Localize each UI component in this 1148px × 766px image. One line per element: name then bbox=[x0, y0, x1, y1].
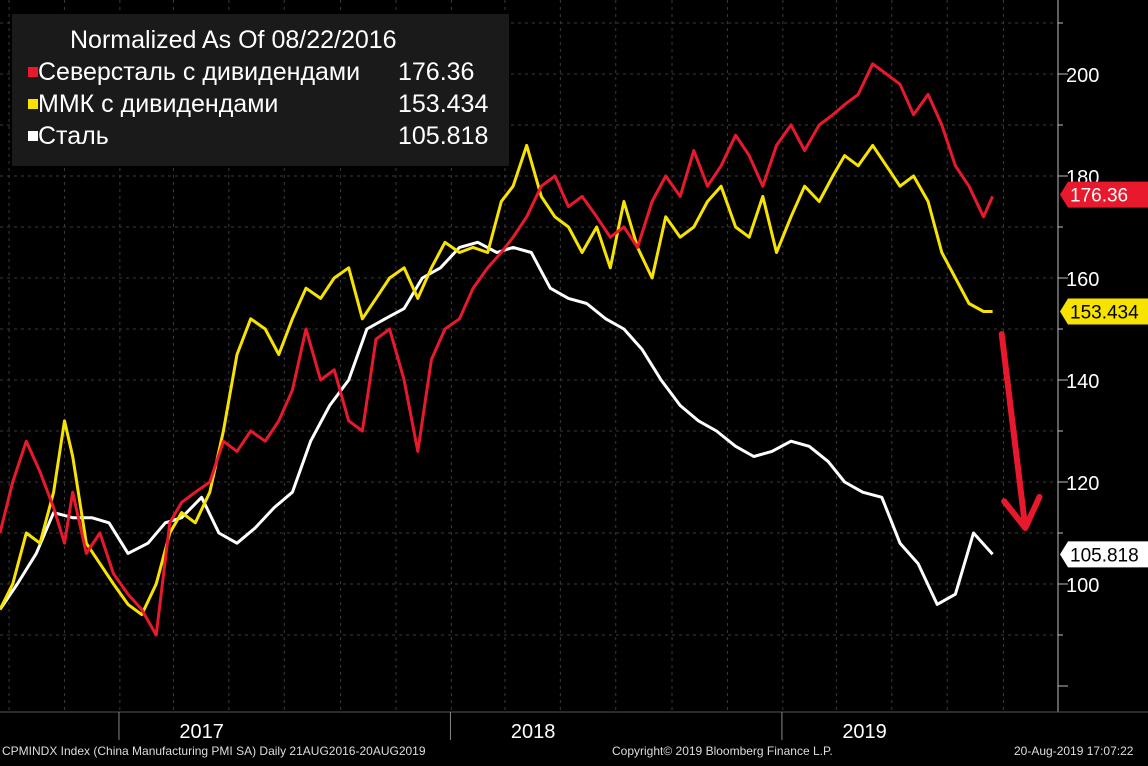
arrow-head bbox=[1001, 493, 1043, 531]
last-value-text: 105.818 bbox=[1070, 545, 1139, 566]
series-line bbox=[0, 62, 994, 637]
series-line bbox=[0, 143, 993, 617]
x-tick-label: 2019 bbox=[842, 721, 887, 743]
y-tick-label: 200 bbox=[1066, 65, 1099, 87]
footer-copyright: Copyright© 2019 Bloomberg Finance L.P. bbox=[612, 744, 833, 758]
y-tick-label: 100 bbox=[1066, 575, 1099, 597]
series-line bbox=[0, 240, 994, 611]
last-value-labels: 176.36 153.434 105.818 bbox=[1060, 181, 1148, 568]
legend-name: Сталь bbox=[38, 122, 109, 150]
last-value-text: 176.36 bbox=[1070, 186, 1128, 207]
last-value-tag bbox=[1060, 181, 1148, 208]
x-tick-label: 2017 bbox=[179, 721, 224, 743]
legend-swatch-stal bbox=[28, 131, 38, 141]
legend-value: 176.36 bbox=[398, 58, 475, 86]
legend: Normalized As Of 08/22/2016 Северсталь с… bbox=[12, 14, 509, 166]
last-value-tag bbox=[1060, 541, 1148, 568]
legend-name: ММК с дивидендами bbox=[38, 90, 279, 118]
last-value-text: 153.434 bbox=[1070, 302, 1139, 323]
legend-item-mmk: ММК с дивидендами 153.434 bbox=[18, 90, 503, 122]
last-value-tag bbox=[1060, 298, 1148, 325]
footer-timestamp: 20-Aug-2019 17:07:22 bbox=[1014, 744, 1134, 758]
legend-value: 153.434 bbox=[398, 90, 489, 118]
y-tick-label: 140 bbox=[1066, 371, 1099, 393]
legend-swatch-mmk bbox=[28, 99, 38, 109]
annotation-layer bbox=[998, 331, 1043, 531]
legend-name: Северсталь с дивидендами bbox=[38, 58, 361, 86]
series-layer bbox=[0, 62, 994, 637]
y-tick-label: 160 bbox=[1066, 269, 1099, 291]
arrow-shaft bbox=[998, 331, 1029, 531]
legend-item-severstal: Северсталь с дивидендами 176.36 bbox=[18, 58, 503, 90]
legend-swatch-severstal bbox=[28, 67, 38, 77]
legend-title: Normalized As Of 08/22/2016 bbox=[70, 26, 397, 54]
footer: CPMINDX Index (China Manufacturing PMI S… bbox=[0, 740, 1148, 761]
x-tick-label: 2018 bbox=[511, 721, 556, 743]
legend-value: 105.818 bbox=[398, 122, 489, 150]
legend-item-stal: Сталь 105.818 bbox=[18, 122, 503, 154]
footer-source: CPMINDX Index (China Manufacturing PMI S… bbox=[2, 744, 426, 758]
y-tick-label: 120 bbox=[1066, 473, 1099, 495]
